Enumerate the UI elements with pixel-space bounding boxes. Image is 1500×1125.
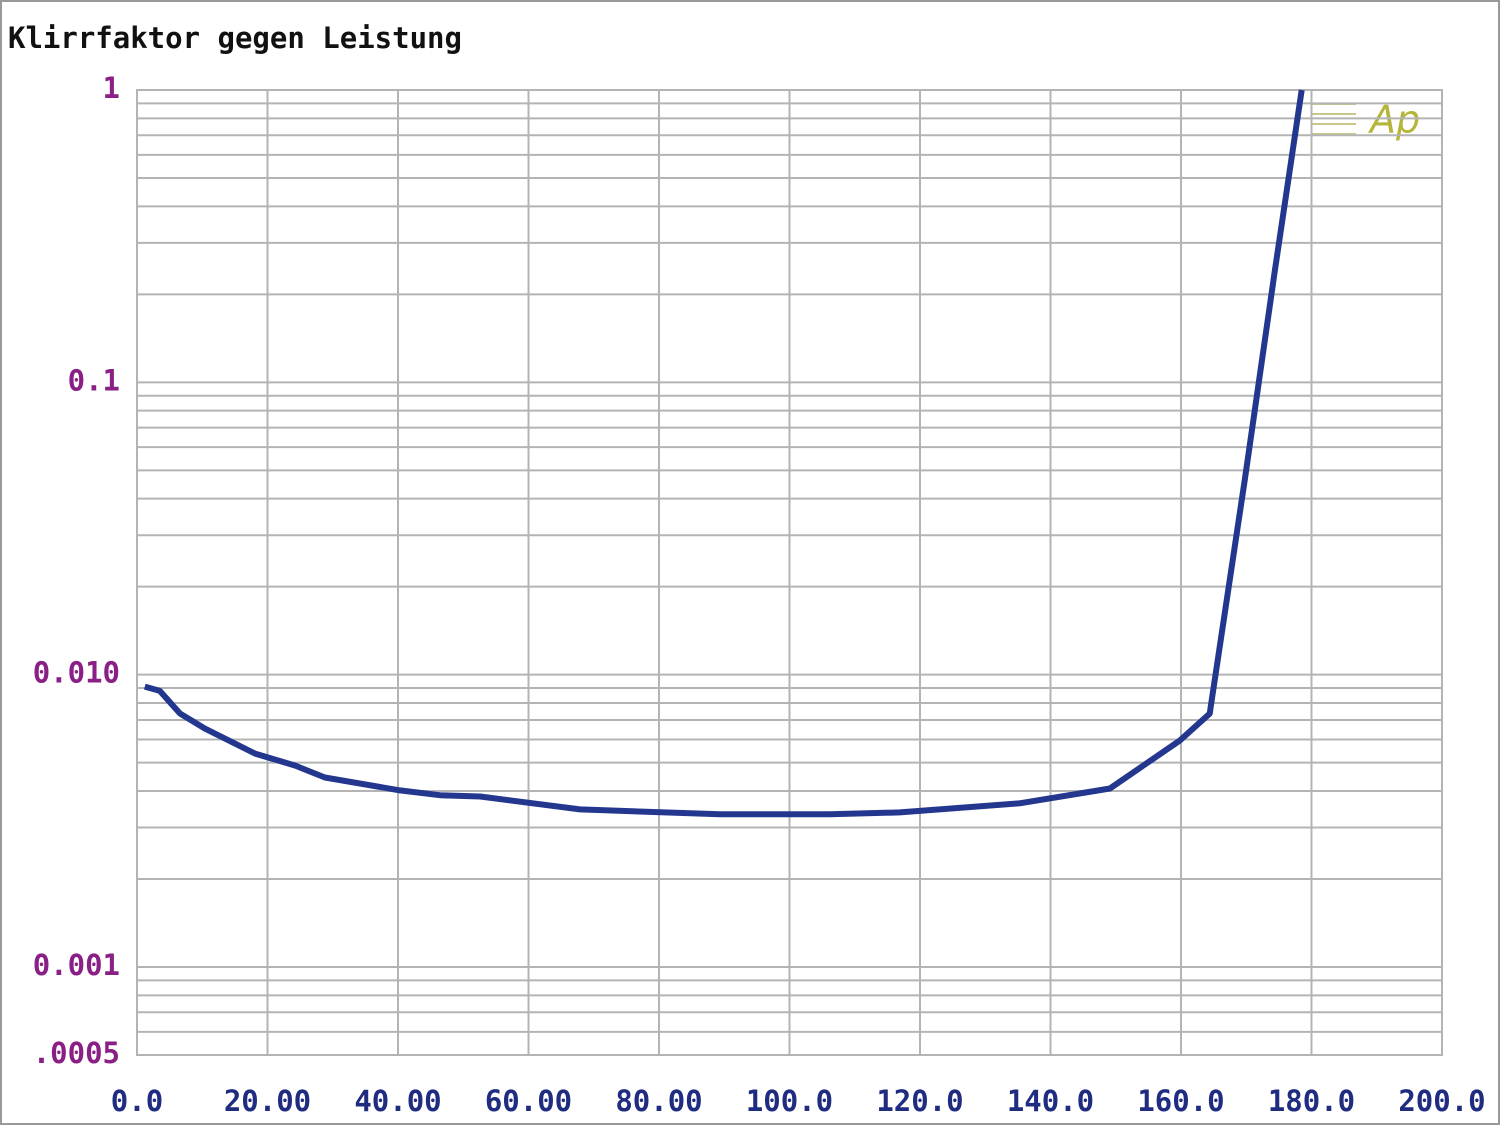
x-tick-label: 60.00: [485, 1084, 572, 1118]
x-tick-label: 0.0: [111, 1084, 163, 1118]
y-tick-label: 1: [103, 71, 120, 105]
x-tick-label: 120.0: [876, 1084, 963, 1118]
y-tick-label: .0005: [33, 1036, 120, 1070]
x-tick-label: 160.0: [1137, 1084, 1224, 1118]
line: [143, 89, 1305, 818]
x-tick-label: 200.0: [1398, 1084, 1485, 1118]
y-tick-label: 0.001: [33, 948, 120, 982]
x-tick-label: 180.0: [1268, 1084, 1355, 1118]
x-tick-label: 40.00: [354, 1084, 441, 1118]
y-tick-label: 0.1: [68, 363, 120, 397]
x-tick-label: 140.0: [1007, 1084, 1094, 1118]
x-tick-label: 20.00: [224, 1084, 311, 1118]
chart-title: Klirrfaktor gegen Leistung: [8, 21, 462, 55]
x-tick-label: 80.00: [615, 1084, 702, 1118]
x-tick-label: 100.0: [746, 1084, 833, 1118]
logo: Ap: [1367, 98, 1420, 142]
y-tick-label: 0.010: [33, 656, 120, 690]
